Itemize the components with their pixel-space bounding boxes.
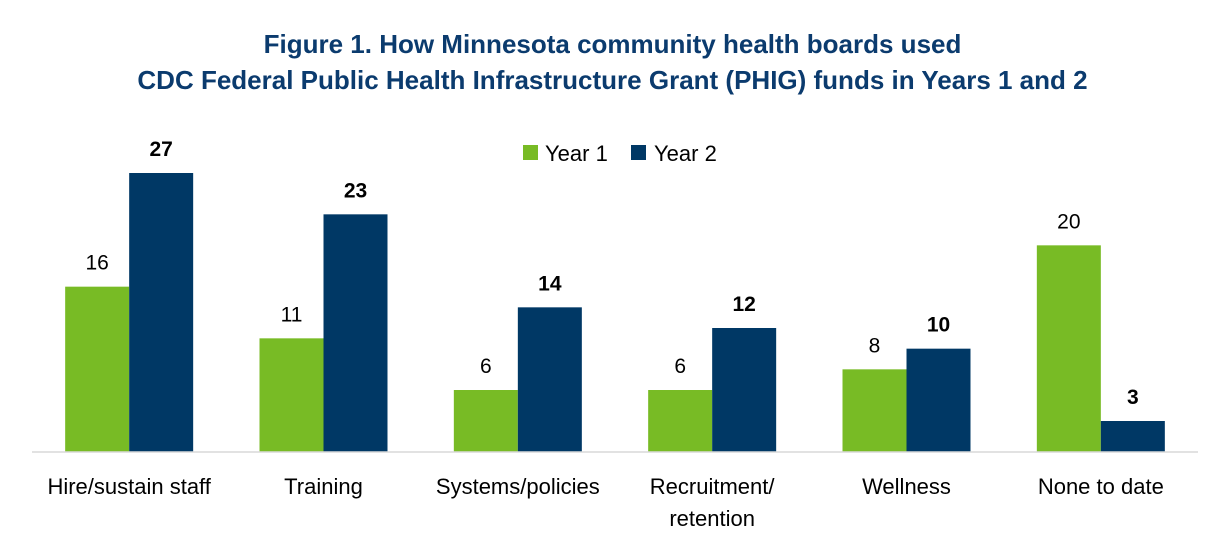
category-label-4: Wellness: [862, 474, 951, 499]
value-label-year-1-1: 11: [281, 303, 303, 326]
chart-title-line-1: Figure 1. How Minnesota community health…: [263, 29, 962, 59]
chart-title-line-2: CDC Federal Public Health Infrastructure…: [137, 65, 1088, 95]
bar-year-1-2: [453, 390, 518, 452]
value-label-year-2-3: 12: [732, 293, 755, 316]
value-label-year-1-3: 6: [674, 355, 686, 378]
bar-year-1-3: [648, 390, 713, 452]
bar-year-2-0: [129, 173, 194, 452]
bar-year-1-0: [65, 286, 130, 452]
value-label-year-1-2: 6: [480, 355, 492, 378]
value-label-year-1-5: 20: [1057, 210, 1080, 233]
value-label-year-2-0: 27: [149, 138, 172, 161]
bar-year-2-5: [1100, 421, 1165, 452]
legend-swatch-year-1: [523, 145, 538, 160]
bar-year-1-1: [259, 338, 324, 452]
value-label-year-2-5: 3: [1127, 386, 1139, 409]
value-label-year-2-1: 23: [344, 179, 367, 202]
legend-label-year-2: Year 2: [654, 141, 717, 166]
bar-year-2-4: [906, 348, 971, 452]
bar-year-2-1: [323, 214, 388, 452]
category-label-0: Hire/sustain staff: [47, 474, 211, 499]
bar-year-2-3: [712, 328, 777, 452]
bar-year-1-4: [842, 369, 907, 452]
legend-label-year-1: Year 1: [545, 141, 608, 166]
category-labels: Hire/sustain staff Training Systems/polici…: [47, 474, 1163, 531]
category-label-5: None to date: [1038, 474, 1164, 499]
category-label-2: Systems/policies: [436, 474, 600, 499]
chart-title: Figure 1. How Minnesota community health…: [0, 26, 1225, 98]
bar-year-1-5: [1036, 245, 1101, 452]
bar-year-2-2: [517, 307, 582, 452]
value-labels: 16 27 11 23 6 14 6 12 8 10 20 3: [85, 138, 1138, 409]
chart-legend: Year 1 Year 2: [523, 141, 717, 166]
chart-bars: [65, 173, 1165, 452]
category-label-3: Recruitment/retention: [650, 474, 776, 531]
value-label-year-2-4: 10: [927, 314, 950, 337]
value-label-year-2-2: 14: [538, 272, 562, 295]
value-label-year-1-4: 8: [869, 334, 881, 357]
value-label-year-1-0: 16: [85, 252, 108, 275]
legend-swatch-year-2: [631, 145, 646, 160]
category-label-1: Training: [284, 474, 363, 499]
